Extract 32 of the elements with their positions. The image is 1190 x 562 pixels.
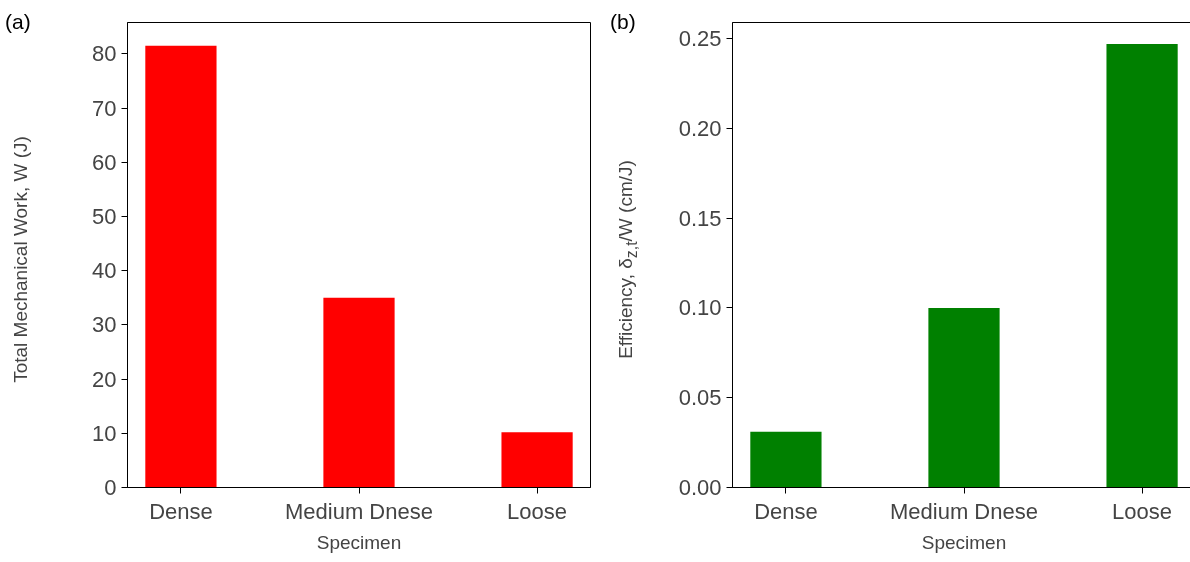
bar (750, 431, 822, 488)
y-tick-label: 40 (92, 258, 117, 284)
y-tick-label: 60 (92, 149, 117, 175)
y-tick-label: 0.00 (678, 475, 722, 500)
title: (b) (610, 9, 636, 35)
y-tick-label: 0.10 (678, 295, 722, 321)
bar (928, 307, 1000, 488)
y-tick-label: 70 (92, 95, 117, 121)
x-tick-label: Dense (754, 498, 818, 524)
y-tick-label: 0 (104, 475, 117, 500)
x-tick-label: Medium Dnese (285, 498, 433, 524)
y-tick-label: 0.20 (678, 115, 722, 141)
bar (323, 297, 395, 488)
y-tick-label: 0.05 (678, 385, 722, 411)
ylabel: Total Mechanical Work, W (J) (9, 135, 32, 385)
y-tick-label: 20 (92, 366, 117, 392)
bar (501, 432, 573, 488)
bar (1106, 44, 1178, 488)
y-tick-label: 80 (92, 41, 117, 67)
bar (145, 45, 217, 488)
x-tick-label: Dense (149, 498, 213, 524)
y-tick-label: 30 (92, 312, 117, 338)
x-tick-label: Loose (1112, 498, 1173, 524)
x-tick-label: Loose (507, 498, 568, 524)
y-tick-label: 0.15 (678, 205, 722, 231)
x-axis-title: Specimen (316, 531, 402, 553)
x-tick-label: Medium Dnese (890, 498, 1038, 524)
y-tick-label: 50 (92, 204, 117, 230)
y-tick-label: 0.25 (678, 26, 722, 52)
title: (a) (5, 9, 31, 35)
y-tick-label: 10 (92, 420, 117, 446)
x-axis-title: Specimen (921, 531, 1007, 553)
